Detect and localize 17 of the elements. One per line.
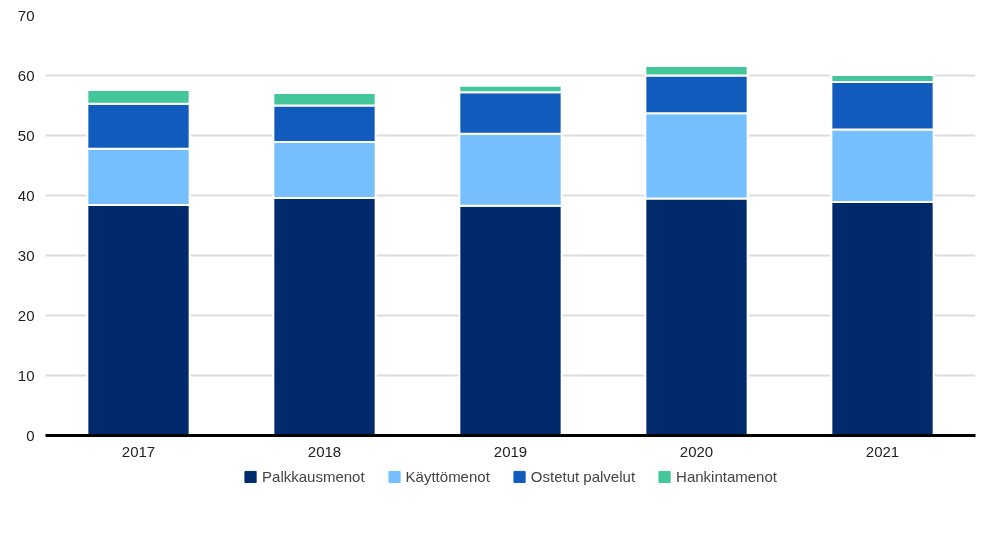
legend-label: Käyttömenot (405, 467, 490, 485)
y-tick-label: 10 (17, 366, 35, 384)
x-tick-label: 2019 (493, 442, 528, 460)
x-tick-label: 2018 (307, 442, 342, 460)
y-tick-label: 70 (17, 6, 35, 24)
y-tick-label: 20 (17, 306, 35, 324)
x-tick-label: 2020 (679, 442, 714, 460)
y-tick-label: 0 (26, 426, 35, 444)
y-tick-label: 50 (17, 126, 35, 144)
y-tick-label: 60 (17, 66, 35, 84)
legend-label: Ostetut palvelut (530, 467, 636, 485)
legend-label: Hankintamenot (676, 467, 777, 485)
y-tick-label: 30 (17, 246, 35, 264)
x-tick-label: 2017 (121, 442, 156, 460)
legend-label: Palkkausmenot (262, 467, 365, 485)
x-tick-label: 2021 (865, 442, 900, 460)
y-tick-label: 40 (17, 186, 35, 204)
